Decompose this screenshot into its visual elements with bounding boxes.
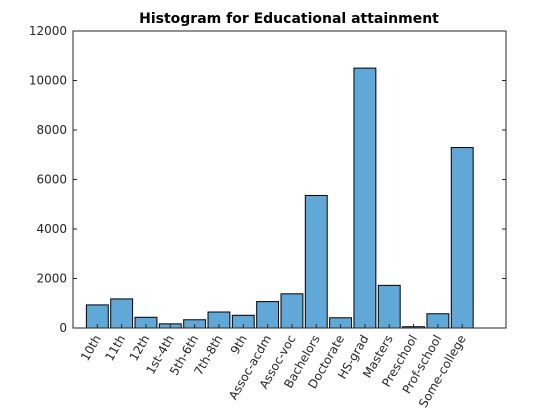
bar-11th xyxy=(110,298,134,329)
x-tick-label: 11th xyxy=(102,333,128,364)
bar-masters xyxy=(377,284,401,329)
y-tick-label: 10000 xyxy=(29,74,67,88)
y-tick-label: 2000 xyxy=(36,272,67,286)
bar-bachelors xyxy=(304,194,328,329)
y-tick-label: 4000 xyxy=(36,222,67,236)
x-tick-label: 10th xyxy=(78,333,104,364)
y-tick-label: 0 xyxy=(59,321,67,335)
plot-frame xyxy=(72,30,507,329)
chart-title: Histogram for Educational attainment xyxy=(139,11,439,27)
y-tick-label: 8000 xyxy=(36,123,67,137)
y-tick-label: 12000 xyxy=(29,24,67,38)
y-axis: 0 2000 4000 6000 8000 10000 12000 xyxy=(29,24,506,335)
bar-some-college xyxy=(450,147,474,329)
bars-group xyxy=(85,67,474,329)
y-tick-label: 6000 xyxy=(36,173,67,187)
bar-hs-grad xyxy=(353,67,377,329)
bar-assoc-voc xyxy=(280,293,304,329)
x-tick-label: 9th xyxy=(228,333,250,357)
